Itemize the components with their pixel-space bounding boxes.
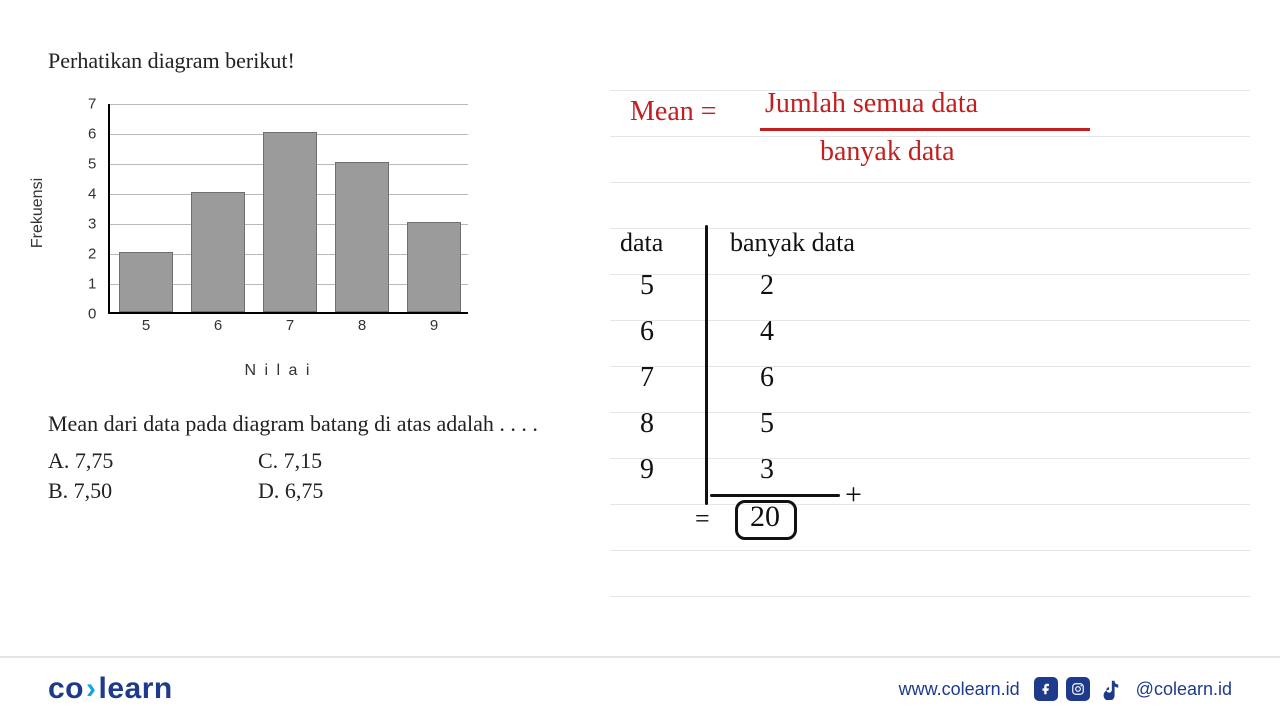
xtick-label: 8 [358,317,366,334]
problem-prompt: Perhatikan diagram berikut! [48,48,568,74]
ytick-label: 4 [88,186,96,203]
row-3-l: 8 [640,408,654,440]
sum-line [710,494,840,497]
page-root: Perhatikan diagram berikut! Frekuensi 01… [0,0,1280,720]
row-2-l: 7 [640,362,654,394]
xtick-label: 9 [430,317,438,334]
footer-handle: @colearn.id [1136,679,1232,700]
option-a: A. 7,75 [48,446,258,476]
chart-xlabel: N i l a i [245,362,312,380]
problem-panel: Perhatikan diagram berikut! Frekuensi 01… [48,48,568,506]
xtick-label: 6 [214,317,222,334]
option-c: C. 7,15 [258,446,468,476]
ytick-label: 7 [88,96,96,113]
footer-url: www.colearn.id [899,679,1020,700]
formula-lhs: Mean = [630,96,717,128]
plus-sign: + [845,478,862,512]
total-box [735,500,797,540]
ytick-label: 1 [88,276,96,293]
ytick-label: 5 [88,156,96,173]
instagram-icon [1066,677,1090,701]
bar [119,252,173,312]
bar [407,222,461,312]
footer-right: www.colearn.id @colearn.id [899,677,1232,701]
notes-panel: Mean = Jumlah semua data banyak data dat… [610,60,1250,620]
table-header-right: banyak data [730,228,855,258]
brand-left: co [48,672,84,705]
row-0-r: 2 [760,270,774,302]
chart-plot-area: 0123456756789 [108,104,468,314]
ytick-label: 3 [88,216,96,233]
table-divider [705,225,708,505]
bar [263,132,317,312]
row-2-r: 6 [760,362,774,394]
question-text: Mean dari data pada diagram batang di at… [48,408,568,440]
brand-right: learn [99,672,173,705]
paper-rule [610,182,1250,183]
facebook-icon [1034,677,1058,701]
option-b: B. 7,50 [48,476,258,506]
brand-logo: co›learn [48,672,173,706]
row-4-l: 9 [640,454,654,486]
bar [335,162,389,312]
paper-rule [610,596,1250,597]
xtick-label: 5 [142,317,150,334]
ytick-label: 6 [88,126,96,143]
option-d: D. 6,75 [258,476,468,506]
tiktok-icon [1098,677,1122,701]
footer: co›learn www.colearn.id @colearn.id [0,656,1280,720]
paper-rule [610,550,1250,551]
row-4-r: 3 [760,454,774,486]
social-icons [1034,677,1122,701]
row-1-r: 4 [760,316,774,348]
xtick-label: 7 [286,317,294,334]
row-3-r: 5 [760,408,774,440]
brand-sep: › [84,672,99,705]
gridline [110,104,468,105]
chart-ylabel: Frekuensi [29,178,47,248]
fraction-bar [760,128,1090,131]
ytick-label: 0 [88,306,96,323]
formula-denominator: banyak data [820,136,955,168]
bar-chart: Frekuensi 0123456756789 N i l a i [68,88,488,338]
bar [191,192,245,312]
ytick-label: 2 [88,246,96,263]
formula-numerator: Jumlah semua data [765,88,978,120]
answer-options: A. 7,75 C. 7,15 B. 7,50 D. 6,75 [48,446,468,506]
equals-sign: = [695,504,710,534]
row-0-l: 5 [640,270,654,302]
table-header-left: data [620,228,663,258]
row-1-l: 6 [640,316,654,348]
